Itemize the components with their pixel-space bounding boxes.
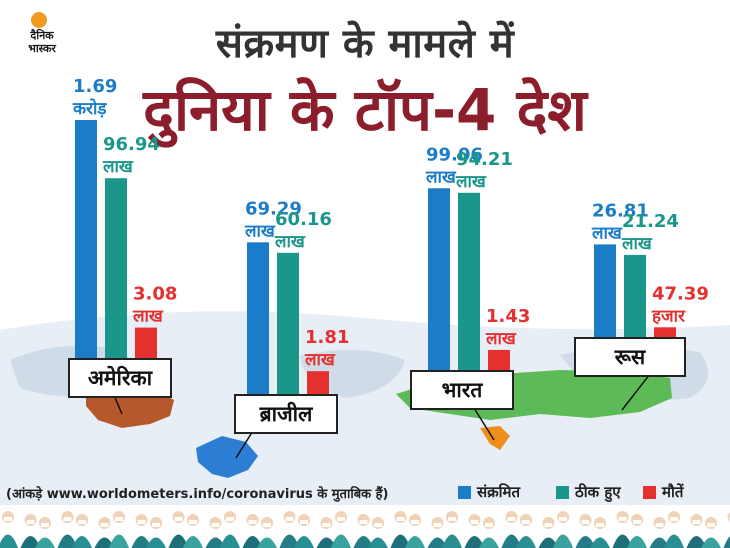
unit-label-russia-infected: लाख (591, 223, 623, 243)
person-figure (242, 514, 263, 548)
person-figure (279, 511, 300, 548)
person-figure (612, 511, 633, 548)
country-label-india: भारत (410, 370, 514, 410)
person-figure (183, 514, 203, 548)
person-figure (701, 517, 721, 548)
person-figure (723, 512, 730, 548)
value-label-brazil-deaths: 1.81 (305, 327, 349, 348)
person-figure (664, 511, 684, 548)
person-figure (575, 514, 596, 548)
bar-india-deaths (488, 349, 510, 372)
unit-label-india-recovered: लाख (455, 172, 487, 192)
person-figure (405, 514, 425, 548)
value-label-india-infected: 99.06 (426, 144, 483, 165)
person-figure (168, 511, 189, 548)
bar-brazil-deaths (307, 371, 329, 396)
country-label-brazil: ब्राजील (234, 394, 338, 434)
bar-russia-deaths (654, 327, 676, 340)
legend-label-deaths: मौतें (662, 483, 684, 501)
unit-label-india-deaths: लाख (485, 329, 517, 349)
bar-america-infected (75, 120, 97, 360)
person-figure (57, 511, 78, 548)
person-figure (368, 517, 388, 548)
person-figure (390, 511, 411, 548)
person-figure (331, 511, 351, 548)
unit-label-america-recovered: लाख (102, 157, 134, 177)
person-figure (479, 517, 499, 548)
unit-label-russia-recovered: लाख (621, 234, 653, 254)
value-label-brazil-infected: 69.29 (245, 198, 302, 219)
unit-label-america-infected: करोड़ (72, 98, 107, 119)
sun-icon (31, 12, 47, 28)
person-figure (257, 517, 277, 548)
india-map (480, 426, 510, 450)
person-figure (72, 514, 92, 548)
logo-text-line1: दैनिक (30, 29, 54, 42)
unit-label-brazil-recovered: लाख (274, 232, 306, 252)
bar-america-recovered (105, 178, 127, 360)
value-label-america-recovered: 96.94 (103, 134, 160, 155)
bar-brazil-recovered (277, 252, 299, 396)
person-figure (220, 511, 240, 548)
bar-america-deaths (135, 327, 157, 360)
unit-label-russia-deaths: हजार (651, 306, 686, 326)
person-figure (131, 514, 152, 548)
legend-swatch-deaths (643, 486, 656, 499)
legend-swatch-infected (458, 486, 471, 499)
person-figure (94, 517, 115, 548)
value-label-india-deaths: 1.43 (486, 306, 530, 327)
title-line2: दुनिया के टॉप-4 देश (143, 76, 587, 144)
person-figure (294, 514, 314, 548)
person-figure (649, 517, 670, 548)
person-figure (20, 514, 41, 548)
legend-label-recovered: ठीक हुए (575, 483, 621, 501)
usa-map (86, 388, 174, 428)
value-label-india-recovered: 94.21 (456, 149, 513, 170)
country-label-russia: रूस (574, 337, 686, 377)
value-label-america-infected: 1.69 (73, 76, 117, 97)
person-figure (442, 511, 462, 548)
person-figure (590, 517, 610, 548)
unit-label-brazil-infected: लाख (244, 221, 276, 241)
person-figure (501, 511, 522, 548)
bar-india-infected (428, 188, 450, 372)
person-figure (146, 517, 166, 548)
source-note: (आंकड़े www.worldometers.info/coronaviru… (6, 487, 389, 502)
person-figure (464, 514, 485, 548)
person-figure (109, 511, 129, 548)
bar-brazil-infected (247, 242, 269, 396)
unit-label-brazil-deaths: लाख (304, 350, 336, 370)
legend-swatch-recovered (556, 486, 569, 499)
person-figure (35, 517, 55, 548)
legend-label-infected: संक्रमित (477, 483, 521, 501)
value-label-russia-infected: 26.81 (592, 200, 649, 221)
unit-label-india-infected: लाख (425, 167, 457, 187)
crowd-illustration (0, 511, 730, 548)
bar-russia-recovered (624, 254, 646, 340)
person-figure (627, 514, 647, 548)
person-figure (538, 517, 559, 548)
value-label-russia-deaths: 47.39 (652, 283, 709, 304)
value-label-brazil-recovered: 60.16 (275, 209, 332, 230)
dainik-bhaskar-logo: दैनिक भास्कर (12, 12, 72, 60)
person-figure (553, 511, 573, 548)
person-figure (686, 514, 707, 548)
value-label-russia-recovered: 21.24 (622, 211, 679, 232)
person-figure (0, 511, 18, 548)
person-figure (205, 517, 226, 548)
person-figure (427, 517, 448, 548)
unit-label-america-deaths: लाख (132, 307, 164, 327)
title-line1: संक्रमण के मामले में (215, 21, 515, 67)
country-label-america: अमेरिका (68, 358, 172, 398)
bar-india-recovered (458, 192, 480, 372)
person-figure (516, 514, 536, 548)
value-label-america-deaths: 3.08 (133, 284, 177, 305)
bar-russia-infected (594, 244, 616, 340)
logo-text-line2: भास्कर (28, 42, 56, 55)
person-figure (353, 514, 374, 548)
person-figure (316, 517, 337, 548)
